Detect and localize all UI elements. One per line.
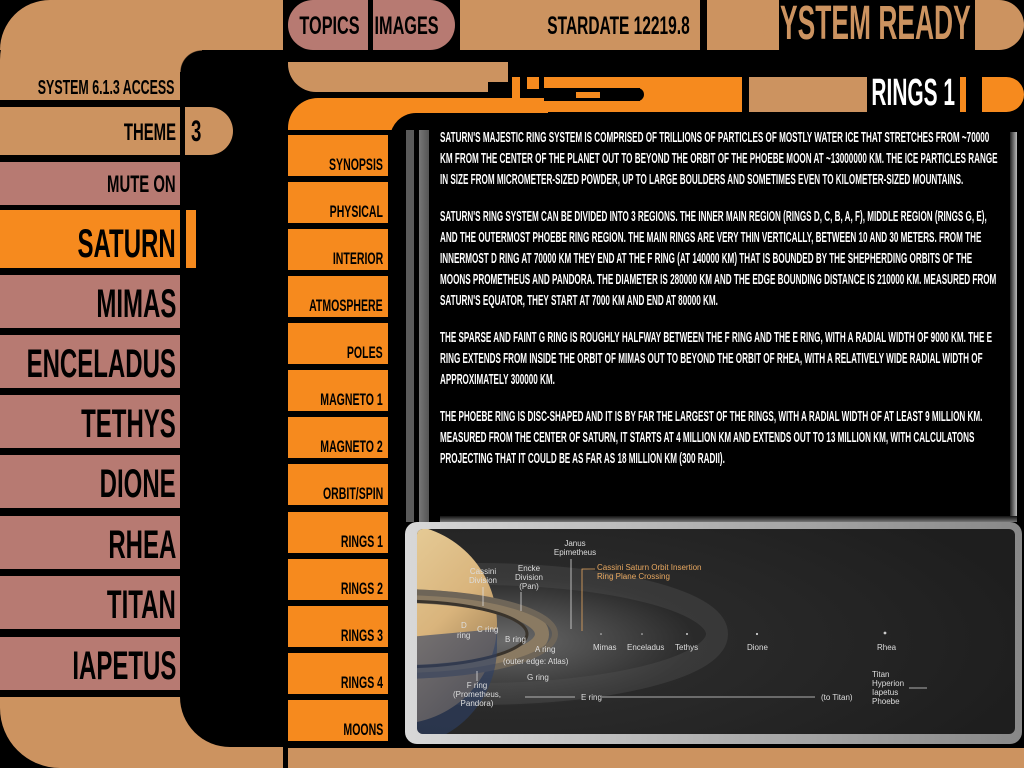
topics-button[interactable]: TOPICS bbox=[288, 0, 368, 50]
diagram-labels: Janus Epimetheus Cassini Division Encke … bbox=[453, 539, 927, 708]
label-f-ring: F ring bbox=[467, 681, 487, 690]
body-iapetus[interactable]: IAPETUS bbox=[0, 637, 180, 690]
label-rhea: Rhea bbox=[877, 643, 897, 652]
topic-moons[interactable]: MOONS bbox=[288, 700, 388, 741]
content-text: SATURN'S MAJESTIC RING SYSTEM IS COMPRIS… bbox=[440, 128, 1003, 486]
label-mimas: Mimas bbox=[593, 643, 617, 652]
label-pandora: Pandora) bbox=[461, 699, 494, 708]
topic-rings-1[interactable]: RINGS 1 bbox=[288, 512, 388, 553]
topic-label: ATMOSPHERE bbox=[309, 296, 383, 315]
theme-value[interactable]: 3 bbox=[185, 107, 233, 155]
topic-rings-3[interactable]: RINGS 3 bbox=[288, 606, 388, 647]
system-access-label: SYSTEM 6.1.3 ACCESS bbox=[37, 77, 174, 99]
topic-label: RINGS 1 bbox=[340, 532, 383, 551]
body-saturn[interactable]: SATURN bbox=[0, 210, 180, 268]
label-a-ring: A ring bbox=[535, 645, 555, 654]
topic-label: SYNOPSIS bbox=[329, 155, 383, 174]
body-rhea[interactable]: RHEA bbox=[0, 516, 180, 569]
label-enceladus: Enceladus bbox=[627, 643, 664, 652]
label-encke-division: Division bbox=[515, 573, 543, 582]
topic-label: ORBIT/SPIN bbox=[322, 484, 383, 503]
label-encke: Encke bbox=[518, 564, 541, 573]
label-tethys: Tethys bbox=[675, 643, 698, 652]
topic-rings-4[interactable]: RINGS 4 bbox=[288, 653, 388, 694]
label-iapetus: Iapetus bbox=[872, 688, 898, 697]
label-atlas: (outer edge: Atlas) bbox=[503, 657, 569, 666]
body-tethys[interactable]: TETHYS bbox=[0, 395, 180, 448]
label-cassini-division: Division bbox=[469, 576, 497, 585]
rings-diagram-frame[interactable]: Janus Epimetheus Cassini Division Encke … bbox=[405, 522, 1022, 744]
main-rings bbox=[417, 589, 549, 679]
body-mimas[interactable]: MIMAS bbox=[0, 275, 180, 328]
label-soi: Cassini Saturn Orbit Insertion bbox=[597, 563, 702, 572]
topic-label: PHYSICAL bbox=[329, 202, 383, 221]
topic-poles[interactable]: POLES bbox=[288, 323, 388, 364]
label-phoebe: Phoebe bbox=[872, 697, 900, 706]
stardate-bar: STARDATE 12219.8 bbox=[460, 0, 700, 50]
label-c-ring: C ring bbox=[477, 625, 498, 634]
label-dione: Dione bbox=[747, 643, 768, 652]
topic-magneto-2[interactable]: MAGNETO 2 bbox=[288, 417, 388, 458]
paragraph: SATURN'S RING SYSTEM CAN BE DIVIDED INTO… bbox=[440, 209, 997, 309]
paragraph: THE SPARSE AND FAINT G RING IS ROUGHLY H… bbox=[440, 330, 993, 388]
paragraph: THE PHOEBE RING IS DISC-SHAPED AND IT IS… bbox=[440, 409, 983, 467]
saturn-rings-diagram: Janus Epimetheus Cassini Division Encke … bbox=[417, 529, 1015, 734]
topic-magneto-1[interactable]: MAGNETO 1 bbox=[288, 370, 388, 411]
topic-label: MAGNETO 2 bbox=[320, 437, 383, 456]
label-hyperion: Hyperion bbox=[872, 679, 904, 688]
topic-label: RINGS 3 bbox=[340, 626, 383, 645]
topic-atmosphere[interactable]: ATMOSPHERE bbox=[288, 276, 388, 317]
label-e-ring: E ring bbox=[581, 693, 602, 702]
paragraph: SATURN'S MAJESTIC RING SYSTEM IS COMPRIS… bbox=[440, 130, 998, 188]
scroll-rail bbox=[406, 130, 414, 522]
topic-orbit-spin[interactable]: ORBIT/SPIN bbox=[288, 464, 388, 505]
label-d-ring: ring bbox=[457, 631, 470, 640]
label-janus: Janus bbox=[564, 539, 585, 548]
label-titan: Titan bbox=[872, 670, 890, 679]
body-titan[interactable]: TITAN bbox=[0, 576, 180, 629]
topic-interior[interactable]: INTERIOR bbox=[288, 229, 388, 270]
body-dione[interactable]: DIONE bbox=[0, 455, 180, 508]
label-epimetheus: Epimetheus bbox=[554, 548, 596, 557]
label-b-ring: B ring bbox=[505, 635, 526, 644]
access-panel: SYSTEM 6.1.3 ACCESS bbox=[0, 0, 180, 100]
label-g-ring: G ring bbox=[527, 673, 549, 682]
topic-label: RINGS 2 bbox=[340, 579, 383, 598]
mute-button[interactable]: MUTE ON bbox=[0, 162, 180, 205]
theme-label: THEME bbox=[123, 119, 176, 146]
label-d: D bbox=[461, 621, 467, 630]
system-status: SYSTEM READY bbox=[762, 0, 971, 50]
topic-synopsis[interactable]: SYNOPSIS bbox=[288, 135, 388, 176]
topic-physical[interactable]: PHYSICAL bbox=[288, 182, 388, 223]
text-scrollbar[interactable] bbox=[1010, 132, 1017, 517]
topic-label: MAGNETO 1 bbox=[320, 390, 383, 409]
title-end-cap bbox=[982, 77, 1024, 112]
elbow-corner bbox=[180, 50, 202, 72]
scroll-rail-2[interactable] bbox=[419, 130, 429, 522]
label-prometheus: (Prometheus, bbox=[453, 690, 501, 699]
top-end-cap bbox=[975, 0, 1024, 50]
label-pan: (Pan) bbox=[519, 582, 539, 591]
label-ring-plane: Ring Plane Crossing bbox=[597, 572, 670, 581]
label-cassini: Cassini bbox=[470, 567, 496, 576]
topic-label: POLES bbox=[347, 343, 383, 362]
topic-label: RINGS 4 bbox=[340, 673, 383, 692]
topic-label: INTERIOR bbox=[332, 249, 383, 268]
top-block bbox=[707, 0, 779, 50]
label-to-titan: (to Titan) bbox=[821, 693, 853, 702]
images-button[interactable]: IMAGES bbox=[373, 0, 455, 50]
header-bar-tan bbox=[288, 62, 488, 92]
theme-button[interactable]: THEME bbox=[0, 107, 180, 155]
topic-label: MOONS bbox=[343, 720, 383, 739]
bottom-bar bbox=[288, 748, 1024, 768]
body-enceladus[interactable]: ENCELADUS bbox=[0, 335, 180, 388]
selected-indicator bbox=[186, 210, 196, 268]
page-title: RINGS 1 bbox=[871, 72, 955, 114]
topic-rings-2[interactable]: RINGS 2 bbox=[288, 559, 388, 600]
